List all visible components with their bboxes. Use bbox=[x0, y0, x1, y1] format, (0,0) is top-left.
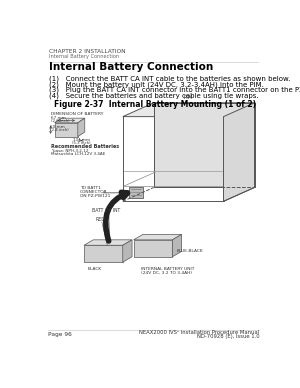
Polygon shape bbox=[84, 240, 132, 245]
Text: (2.6 inch): (2.6 inch) bbox=[51, 119, 69, 123]
Polygon shape bbox=[123, 240, 132, 262]
Text: INTERNAL BATTERY UNIT: INTERNAL BATTERY UNIT bbox=[141, 267, 195, 271]
Polygon shape bbox=[123, 103, 254, 117]
Polygon shape bbox=[154, 103, 254, 187]
Bar bbox=[129, 187, 143, 198]
Text: (4)   Secure the batteries and battery cable using tie wraps.: (4) Secure the batteries and battery cab… bbox=[49, 93, 259, 99]
Text: CHAPTER 2 INSTALLATION: CHAPTER 2 INSTALLATION bbox=[49, 50, 126, 54]
Text: 60 mm: 60 mm bbox=[50, 125, 65, 129]
Text: 134 mm: 134 mm bbox=[73, 138, 90, 142]
Text: BLACK: BLACK bbox=[88, 267, 102, 271]
Text: (5.3 inch): (5.3 inch) bbox=[72, 140, 91, 145]
Text: (3)   Plug the BATT CA INT connector into the BATT1 connector on the PZ-PW121 ca: (3) Plug the BATT CA INT connector into … bbox=[49, 87, 300, 94]
Text: TO BATT1: TO BATT1 bbox=[80, 186, 101, 190]
Text: BATT CA INT: BATT CA INT bbox=[92, 208, 120, 213]
Text: Matsushita LCH-12V 3.4AE: Matsushita LCH-12V 3.4AE bbox=[52, 152, 106, 156]
Polygon shape bbox=[78, 118, 85, 137]
Text: ND-70928 (E), Issue 1.0: ND-70928 (E), Issue 1.0 bbox=[196, 334, 259, 339]
Text: PIM: PIM bbox=[184, 95, 194, 100]
Text: ON PZ-PW121: ON PZ-PW121 bbox=[80, 194, 110, 198]
Text: CONNECTOR: CONNECTOR bbox=[80, 190, 108, 194]
Polygon shape bbox=[172, 234, 182, 257]
Text: (2.4 inch): (2.4 inch) bbox=[50, 128, 69, 132]
Text: (2)   Mount the battery unit (24V DC, 3.2-3.4AH) into the PIM.: (2) Mount the battery unit (24V DC, 3.2-… bbox=[49, 81, 264, 88]
Text: BLUE-BLACK: BLUE-BLACK bbox=[176, 249, 203, 253]
Polygon shape bbox=[134, 234, 182, 240]
Text: (1)   Connect the BATT CA INT cable to the batteries as shown below.: (1) Connect the BATT CA INT cable to the… bbox=[49, 75, 290, 82]
Polygon shape bbox=[55, 118, 85, 123]
Text: NEAX2000 IVS² Installation Procedure Manual: NEAX2000 IVS² Installation Procedure Man… bbox=[139, 330, 259, 335]
Polygon shape bbox=[55, 123, 78, 137]
Polygon shape bbox=[134, 240, 172, 257]
Polygon shape bbox=[224, 103, 254, 201]
Text: Recommended Batteries: Recommended Batteries bbox=[52, 144, 120, 149]
Polygon shape bbox=[84, 245, 123, 262]
Text: 67 mm: 67 mm bbox=[51, 116, 65, 120]
Text: DIMENSION OF BATTERY: DIMENSION OF BATTERY bbox=[52, 112, 104, 116]
Text: Figure 2-37  Internal Battery Mounting (1 of 2): Figure 2-37 Internal Battery Mounting (1… bbox=[54, 100, 256, 109]
Text: Page 96: Page 96 bbox=[48, 332, 72, 337]
Text: (24V DC, 3.2 TO 3.4AH): (24V DC, 3.2 TO 3.4AH) bbox=[141, 271, 192, 275]
Text: Internal Battery Connection: Internal Battery Connection bbox=[49, 62, 213, 72]
Text: RED: RED bbox=[96, 217, 106, 222]
Text: Yuasa: NPH-3.2-12: Yuasa: NPH-3.2-12 bbox=[52, 149, 89, 153]
Text: Internal Battery Connection: Internal Battery Connection bbox=[49, 54, 119, 59]
